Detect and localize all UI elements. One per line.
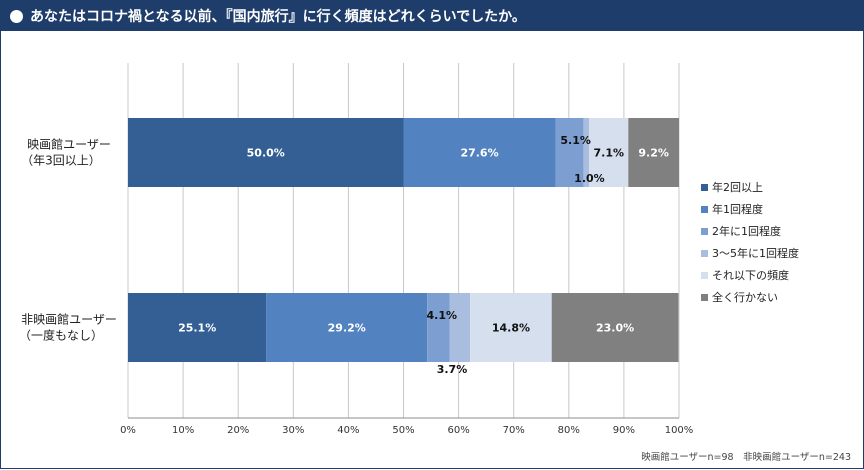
x-tick-label: 90% [613, 425, 635, 436]
category-label: 映画館ユーザー [27, 137, 111, 152]
data-label: 5.1% [560, 134, 591, 147]
x-tick-label: 100% [665, 425, 694, 436]
bar-segment [403, 118, 556, 187]
x-tick-label: 30% [282, 425, 304, 436]
data-label: 9.2% [638, 147, 669, 160]
legend-swatch [701, 294, 708, 301]
category-sublabel: （年3回以上） [21, 154, 101, 168]
bar-segment [266, 293, 428, 362]
category-sublabel: （一度もなし） [19, 328, 103, 343]
data-label: 27.6% [460, 147, 498, 160]
category-label: 非映画館ユーザー [21, 312, 117, 327]
bar-segment [128, 118, 404, 187]
legend-swatch [701, 206, 708, 213]
bar-segment [470, 293, 552, 362]
legend-label: 3～5年に1回程度 [712, 246, 799, 260]
x-tick-label: 50% [392, 425, 414, 436]
legend-label: 全く行かない [712, 290, 778, 304]
x-tick-label: 60% [447, 425, 469, 436]
legend-label: 2年に1回程度 [712, 224, 781, 238]
legend-label: 年2回以上 [712, 180, 763, 194]
legend-swatch [701, 250, 708, 257]
data-label: 50.0% [247, 147, 285, 160]
bar-segment [128, 293, 267, 362]
legend-label: それ以下の頻度 [712, 268, 789, 282]
bullet-icon [10, 9, 23, 23]
bar-segment [555, 118, 584, 187]
x-tick-label: 0% [120, 425, 136, 436]
data-label: 7.1% [593, 147, 624, 160]
x-tick-label: 40% [337, 425, 359, 436]
data-label: 1.0% [574, 172, 605, 185]
legend-swatch [701, 228, 708, 235]
title-bar: あなたはコロナ禍となる以前、『国内旅行』に行く頻度はどれくらいでしたか。 [1, 1, 863, 31]
x-tick-label: 80% [558, 425, 580, 436]
data-label: 14.8% [492, 322, 530, 335]
data-label: 4.1% [427, 309, 458, 322]
bar-segment [589, 118, 629, 187]
legend-label: 年1回程度 [712, 202, 763, 216]
data-label: 23.0% [596, 322, 634, 335]
legend-swatch [701, 184, 708, 191]
bar-segment [427, 293, 450, 362]
data-label: 3.7% [437, 363, 468, 376]
x-tick-label: 20% [227, 425, 249, 436]
data-label: 25.1% [178, 322, 216, 335]
bar-segment [551, 293, 679, 362]
x-tick-label: 10% [172, 425, 194, 436]
legend-swatch [701, 272, 708, 279]
bar-segment [628, 118, 679, 187]
bar-segment [583, 118, 590, 187]
chart-title: あなたはコロナ禍となる以前、『国内旅行』に行く頻度はどれくらいでしたか。 [30, 9, 526, 25]
data-label: 29.2% [328, 322, 366, 335]
sample-size-note: 映画館ユーザーn=98 非映画館ユーザーn=243 [641, 451, 851, 463]
x-tick-label: 70% [503, 425, 525, 436]
bar-segment [449, 293, 471, 362]
